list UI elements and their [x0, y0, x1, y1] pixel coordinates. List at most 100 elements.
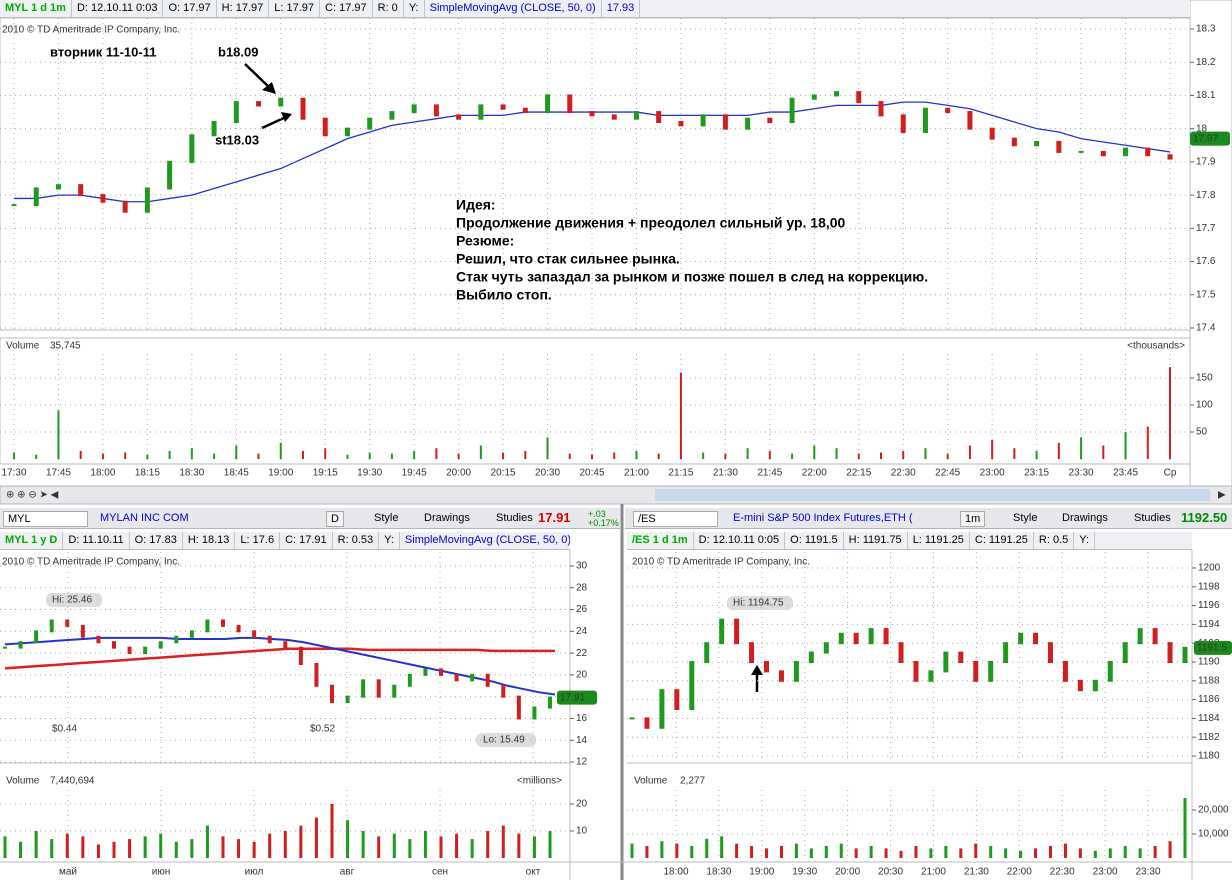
candle: [878, 101, 884, 117]
candle: [439, 668, 443, 676]
candle: [65, 619, 70, 627]
volume-bar: [813, 445, 816, 459]
candle: [900, 114, 906, 133]
x-tick-label: 19:00: [749, 867, 774, 878]
drawings-button[interactable]: Drawings: [424, 512, 470, 524]
candle: [1047, 642, 1053, 663]
volume-bar: [81, 836, 85, 858]
candle: [922, 107, 928, 133]
x-tick-label: 23:15: [1024, 468, 1049, 479]
candle: [1018, 632, 1024, 645]
watermark: 2010 © TD Ameritrade IP Company, Inc.: [2, 557, 180, 568]
volume-bar: [457, 453, 460, 459]
volume-bar: [174, 841, 178, 858]
candle: [834, 91, 840, 97]
x-tick-label: июн: [152, 867, 171, 878]
price-badge-label: 17.97: [1193, 133, 1218, 144]
style-button[interactable]: Style: [1013, 512, 1038, 524]
y-tick-label: 18.3: [1196, 24, 1216, 35]
candle: [1182, 646, 1188, 663]
lo-label: Lo: 15.49: [483, 735, 525, 746]
y-tick-label: 17.7: [1196, 223, 1216, 234]
symbol-box[interactable]: /ES: [633, 511, 718, 527]
symbol-box[interactable]: MYL: [3, 511, 88, 527]
volume-bar: [205, 825, 209, 858]
volume-bar: [13, 452, 15, 459]
period[interactable]: 1m: [960, 511, 986, 527]
candle: [205, 619, 210, 633]
y-tick-label: 12: [576, 757, 588, 768]
zoom-icons[interactable]: ⊕ ⊕ ⊖ ➤ ◀: [6, 490, 59, 501]
header-item: L: 17.97: [269, 0, 321, 17]
volume-bar: [1019, 850, 1023, 858]
candle: [945, 107, 951, 114]
studies-button[interactable]: Studies: [1134, 512, 1171, 524]
y-tick-label: 16: [576, 713, 588, 724]
candle: [883, 628, 889, 645]
x-tick-label: 21:30: [713, 468, 738, 479]
y-tick-label: 1182: [1198, 732, 1220, 743]
x-tick-label: 19:00: [268, 468, 293, 479]
candle: [1092, 679, 1098, 692]
hi-label: Hi: 25.46: [52, 595, 92, 606]
x-tick-label: 17:30: [1, 468, 26, 479]
x-tick-label: 20:45: [579, 468, 604, 479]
scroll-right[interactable]: ▶: [1218, 490, 1226, 501]
candle: [100, 194, 106, 203]
candle: [322, 117, 328, 137]
y-tick-label: 17.5: [1196, 289, 1216, 300]
header-item: O: 1191.5: [785, 532, 844, 549]
y-tick-label: 1196: [1198, 600, 1220, 611]
volume-bar: [346, 820, 350, 858]
x-tick-label: 22:30: [891, 468, 916, 479]
candle: [1003, 642, 1009, 663]
candle: [674, 689, 680, 710]
volume-bar: [924, 448, 927, 459]
candle: [1078, 150, 1084, 153]
candle: [838, 632, 844, 645]
top-header: MYL 1 d 1m D: 12.10.11 0:03 O: 17.97 H: 17.…: [0, 0, 1190, 18]
volume-bar: [392, 833, 396, 858]
volume-bar: [854, 848, 858, 858]
candle: [1034, 140, 1040, 147]
y-tick-label: 30: [576, 561, 588, 572]
candle: [928, 670, 934, 682]
x-tick-label: 21:00: [624, 468, 649, 479]
header-item: /ES 1 d 1m: [627, 532, 694, 549]
candle: [122, 200, 128, 213]
hi-badge: [46, 593, 102, 607]
y-tick-label: 1188: [1198, 675, 1220, 686]
x-tick-label: 20:15: [491, 468, 516, 479]
volume-bar: [390, 453, 393, 459]
volume-bar: [1035, 450, 1038, 459]
scroll-thumb[interactable]: [655, 489, 1210, 501]
volume-bar: [423, 831, 427, 858]
volume-bar: [613, 452, 616, 459]
candle: [407, 673, 412, 687]
volume-bar: [914, 846, 918, 858]
y-tick-label: 28: [576, 582, 588, 593]
x-tick-label: Ср: [1164, 468, 1177, 479]
volume-bar: [1078, 848, 1082, 858]
candle: [811, 94, 817, 100]
volume-bar: [705, 838, 709, 858]
period[interactable]: D: [326, 511, 344, 527]
x-tick-label: 23:00: [980, 468, 1005, 479]
studies-button[interactable]: Studies: [496, 512, 533, 524]
drawings-button[interactable]: Drawings: [1062, 512, 1108, 524]
candle: [589, 111, 595, 117]
x-tick-label: 23:30: [1069, 468, 1094, 479]
volume-bar: [112, 841, 116, 858]
volume-total: 35,745: [50, 341, 81, 352]
candle: [989, 127, 995, 140]
style-button[interactable]: Style: [374, 512, 399, 524]
candle: [96, 635, 101, 644]
volume-bar: [1034, 848, 1038, 858]
x-tick-label: 21:45: [757, 468, 782, 479]
candle: [345, 695, 350, 704]
y-tick-label: 10,000: [1198, 829, 1229, 840]
volume-bar: [645, 846, 649, 858]
x-tick-label: 22:15: [846, 468, 871, 479]
volume-bar: [702, 452, 705, 459]
candle: [567, 94, 573, 114]
